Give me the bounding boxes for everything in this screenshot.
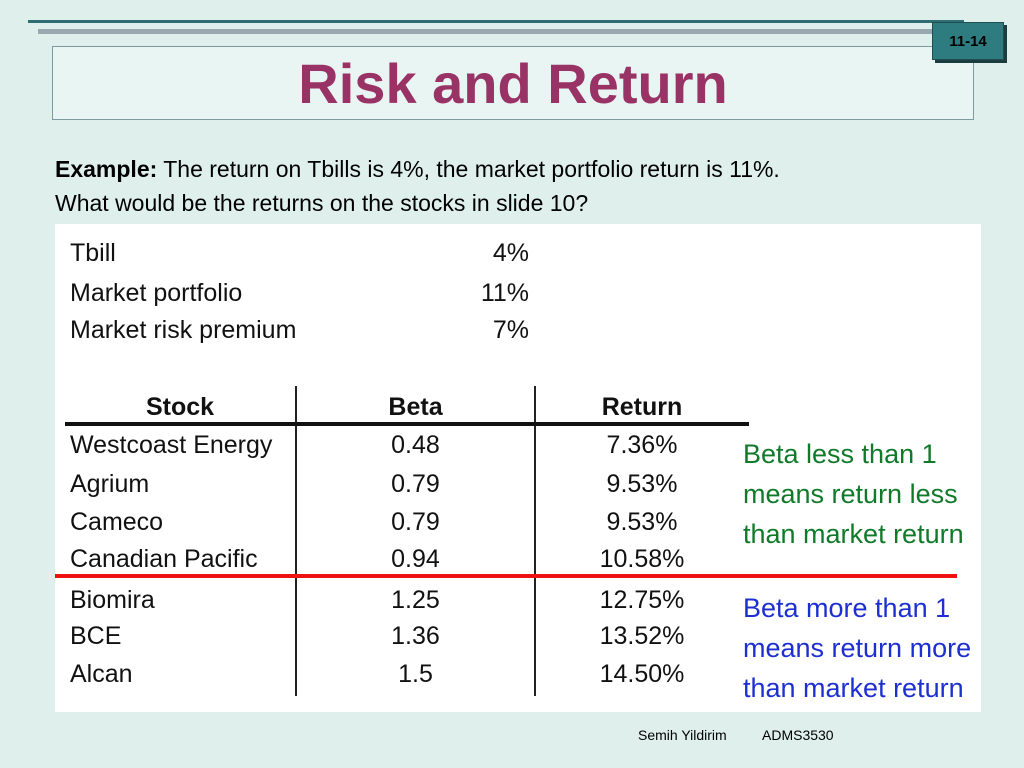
- table-cell-beta: 1.5: [398, 660, 433, 688]
- column-header-stock: Stock: [145, 393, 215, 421]
- footer-author: Semih Yildirim: [638, 727, 727, 743]
- assumption-value: 4%: [492, 239, 529, 267]
- column-divider: [295, 386, 297, 696]
- table-cell-beta: 1.25: [391, 586, 440, 614]
- assumption-label: Market portfolio: [70, 279, 243, 307]
- assumption-label: Tbill: [70, 239, 116, 267]
- table-cell-stock: Biomira: [70, 586, 155, 614]
- table-cell-return: 9.53%: [606, 470, 678, 498]
- note-line: than market return: [743, 673, 964, 703]
- note-line: Beta less than 1: [743, 439, 937, 469]
- note-line: means return more: [743, 633, 972, 663]
- column-divider: [534, 386, 536, 696]
- note-beta-more: Beta more than 1 means return more than …: [743, 588, 971, 708]
- table-cell-stock: Alcan: [70, 660, 133, 688]
- table-cell-beta: 0.79: [391, 508, 440, 536]
- table-cell-stock: Agrium: [70, 470, 150, 498]
- table-cell-beta: 1.36: [391, 622, 440, 650]
- top-rule-shadow: [38, 29, 964, 34]
- table-cell-stock: BCE: [70, 622, 122, 650]
- header-rule: [65, 422, 749, 426]
- beta-one-divider: [55, 574, 957, 578]
- intro-lead: Example:: [55, 156, 158, 182]
- title-frame: [52, 46, 974, 120]
- assumption-value: 7%: [492, 316, 529, 344]
- table-cell-beta: 0.94: [391, 545, 440, 573]
- table-cell-stock: Cameco: [70, 508, 164, 536]
- table-cell-return: 14.50%: [599, 660, 685, 688]
- table-cell-return: 10.58%: [599, 545, 685, 573]
- table-cell-return: 12.75%: [599, 586, 685, 614]
- table-cell-return: 9.53%: [606, 508, 678, 536]
- assumption-label: Market risk premium: [70, 316, 297, 344]
- note-line: means return less: [743, 479, 958, 509]
- assumption-value: 11%: [480, 279, 529, 307]
- slide-number-badge: 11-14: [932, 22, 1004, 60]
- table-panel: Tbill 4% Market portfolio 11% Market ris…: [55, 224, 981, 712]
- table-cell-beta: 0.48: [391, 431, 440, 459]
- table-cell-return: 7.36%: [606, 431, 678, 459]
- table-cell-return: 13.52%: [599, 622, 685, 650]
- intro-text: Example: The return on Tbills is 4%, the…: [55, 152, 985, 220]
- note-line: than market return: [743, 519, 964, 549]
- column-header-beta: Beta: [388, 393, 443, 421]
- note-line: Beta more than 1: [743, 593, 951, 623]
- table-cell-beta: 0.79: [391, 470, 440, 498]
- slide-title: Risk and Return: [298, 52, 728, 115]
- table-cell-stock: Westcoast Energy: [70, 431, 273, 459]
- column-header-return: Return: [601, 393, 683, 421]
- footer-course: ADMS3530: [762, 727, 834, 743]
- top-rule: [28, 20, 964, 23]
- note-beta-less: Beta less than 1 means return less than …: [743, 434, 964, 554]
- intro-line-1-text: The return on Tbills is 4%, the market p…: [157, 156, 780, 182]
- table-cell-stock: Canadian Pacific: [70, 545, 258, 573]
- intro-line-1: Example: The return on Tbills is 4%, the…: [55, 152, 985, 186]
- intro-line-2: What would be the returns on the stocks …: [55, 190, 589, 216]
